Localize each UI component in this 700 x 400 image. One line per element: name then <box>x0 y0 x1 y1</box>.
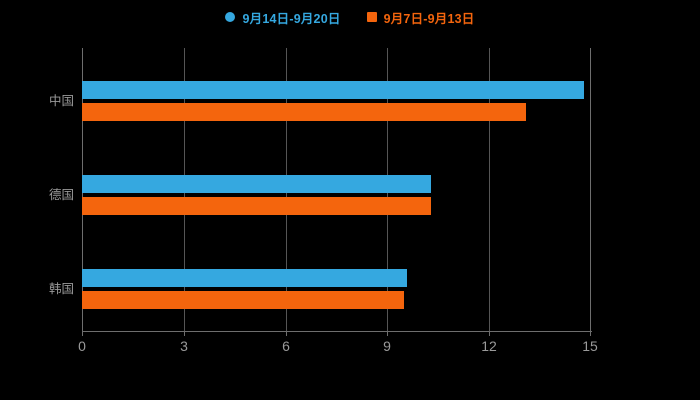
legend-item-series-0[interactable]: 9月14日-9月20日 <box>225 8 340 27</box>
x-tick-mark-9 <box>387 331 388 336</box>
bar-china-series-0[interactable] <box>82 81 584 99</box>
gridline-12 <box>489 48 490 331</box>
legend-color-swatch-square-icon <box>366 12 377 22</box>
bar-germany-series-0[interactable] <box>82 175 431 193</box>
bar-korea-series-1[interactable] <box>82 291 404 309</box>
bar-germany-series-1[interactable] <box>82 197 431 215</box>
x-tick-label-9: 9 <box>383 338 391 354</box>
x-tick-mark-6 <box>286 331 287 336</box>
gridline-15 <box>590 48 591 331</box>
x-tick-label-15: 15 <box>582 338 598 354</box>
legend-item-series-1[interactable]: 9月7日-9月13日 <box>366 8 475 27</box>
x-tick-mark-3 <box>184 331 185 336</box>
bar-china-series-1[interactable] <box>82 103 526 121</box>
x-tick-label-3: 3 <box>180 338 188 354</box>
y-tick-label-korea: 韩国 <box>48 282 74 296</box>
chart-legend: 9月14日-9月20日 9月7日-9月13日 <box>0 0 700 34</box>
bar-korea-series-0[interactable] <box>82 269 407 287</box>
plot-area <box>82 48 591 331</box>
legend-label-series-0: 9月14日-9月20日 <box>242 11 341 26</box>
y-tick-label-germany: 德国 <box>48 188 74 202</box>
x-tick-label-0: 0 <box>78 338 86 354</box>
x-tick-mark-0 <box>82 331 83 336</box>
x-tick-mark-12 <box>489 331 490 336</box>
legend-label-series-1: 9月7日-9月13日 <box>383 11 475 26</box>
legend-color-swatch-circle-icon <box>225 12 236 22</box>
x-tick-mark-15 <box>590 331 591 336</box>
x-tick-label-6: 6 <box>282 338 290 354</box>
x-tick-label-12: 12 <box>481 338 497 354</box>
y-tick-label-china: 中国 <box>48 94 74 108</box>
x-axis-line <box>82 331 592 332</box>
